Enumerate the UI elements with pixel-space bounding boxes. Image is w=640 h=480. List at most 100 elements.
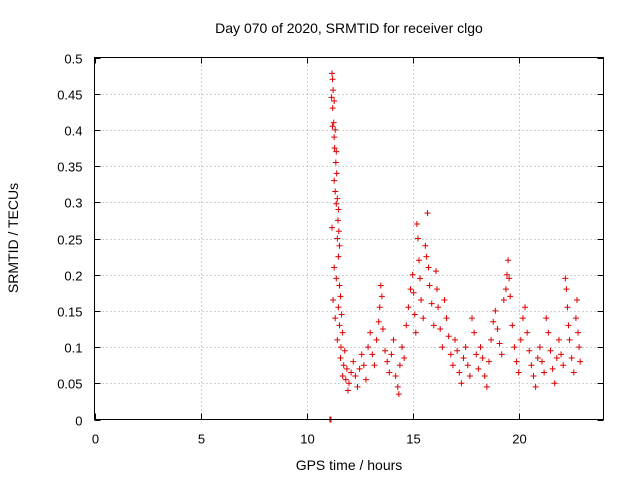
data-point [543,315,550,322]
data-point [329,76,336,83]
data-point [335,304,342,311]
data-point [392,373,399,380]
data-point [517,336,524,343]
y-tick-label: 0.15 [57,305,82,320]
y-axis-label: SRMTID / TECUs [5,183,21,293]
data-point [382,347,389,354]
data-point [547,347,554,354]
data-point [534,354,541,361]
data-point [384,358,391,365]
data-point [572,315,579,322]
y-tick-label: 0 [75,414,82,429]
data-point [337,354,344,361]
data-points [326,70,584,423]
data-point [369,351,376,358]
data-point [490,318,497,325]
data-point [333,148,340,155]
data-point [331,177,338,184]
data-point [423,253,430,260]
data-point [460,354,467,361]
data-point [435,304,442,311]
data-point [339,329,346,336]
data-point [329,123,336,130]
data-point [452,336,459,343]
data-point [575,329,582,336]
data-point [336,282,343,289]
y-tick-label: 0.45 [57,88,82,103]
y-tick-label: 0.25 [57,233,82,248]
data-point [483,383,490,390]
data-point [564,304,571,311]
data-point [530,373,537,380]
data-point [524,329,531,336]
data-point [360,362,367,369]
data-point [336,242,343,249]
data-point [337,293,344,300]
x-tick-label: 5 [198,432,205,447]
data-point [331,134,338,141]
y-tick-label: 0.3 [64,196,82,211]
data-point [500,297,507,304]
data-point [545,329,552,336]
data-point [399,344,406,351]
data-point [378,293,385,300]
x-tick-label: 0 [92,432,99,447]
data-point [375,318,382,325]
data-point [394,383,401,390]
data-point [441,297,448,304]
y-tick-label: 0.05 [57,377,82,392]
data-point [473,351,480,358]
data-point [401,354,408,361]
data-point [553,354,560,361]
data-point [376,304,383,311]
data-point [330,297,337,304]
data-point [458,380,465,387]
data-point [346,380,352,387]
data-point [532,383,539,390]
data-point [362,376,369,383]
y-tick-label: 0.1 [64,341,82,356]
data-point [445,333,452,340]
data-point [570,369,577,376]
data-point [576,344,583,351]
data-point [333,200,340,207]
data-point [395,391,402,398]
data-point [330,87,337,94]
data-point [413,221,420,228]
data-point [513,358,520,365]
data-point [415,257,422,264]
data-point [496,340,503,347]
data-point [432,268,439,275]
data-point [505,257,512,264]
data-point [485,358,492,365]
data-point [449,362,456,369]
data-point [437,326,444,332]
data-point [334,336,341,343]
data-point [558,351,565,358]
data-point [536,344,543,351]
data-point [396,362,403,369]
data-point [352,373,359,380]
data-point [328,94,335,101]
data-point [341,347,348,354]
data-point [565,322,572,329]
data-point [456,369,463,376]
data-point [411,311,418,318]
data-point [469,315,476,322]
data-point [506,275,513,282]
data-point [568,354,575,361]
data-point [481,373,488,380]
data-point [329,70,336,77]
data-point [329,224,336,231]
data-point [405,304,412,311]
data-point [344,387,351,394]
data-point [475,365,482,372]
data-point [338,311,345,318]
x-axis-label: GPS time / hours [296,457,403,473]
data-point [410,289,417,296]
data-point [462,344,469,351]
data-point [407,286,414,293]
tick-labels: 0 0.05 0.1 0.15 0.2 0.25 0.3 0.35 0.4 0.45 0.5 0 5 10… [57,52,527,447]
y-tick-label: 0.5 [64,52,82,67]
data-point [333,275,340,282]
